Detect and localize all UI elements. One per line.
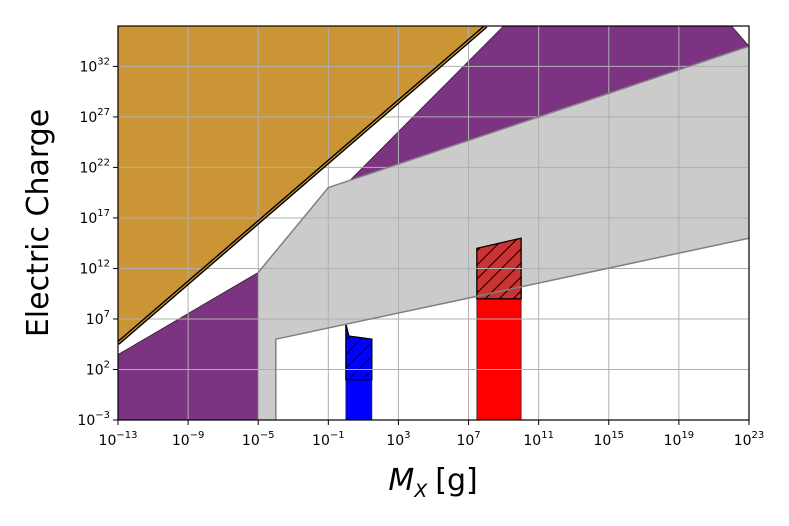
x-tick-label-1: 10−9: [172, 430, 205, 449]
y-axis-label: Electric Charge: [21, 109, 56, 337]
y-tick-label-4: 1017: [79, 208, 110, 227]
x-axis-subscript: X: [413, 480, 428, 502]
y-tick-label-7: 1032: [79, 56, 110, 75]
y-tick-label-5: 1022: [79, 157, 110, 176]
x-tick-label-6: 1011: [523, 430, 554, 449]
x-tick-label-4: 103: [386, 430, 410, 449]
y-tick-label-0: 10−3: [77, 410, 110, 429]
x-tick-label-0: 10−13: [99, 430, 138, 449]
x-axis-symbol: M: [388, 463, 414, 498]
lines-layer: [118, 26, 749, 420]
grid-layer: [118, 26, 749, 420]
x-tick-label-9: 1023: [734, 430, 765, 449]
ticks-layer: 10−13 10−9 10−5 10−1 103 107 1011 1015 1019 1023 1…: [77, 56, 764, 449]
x-tick-label-3: 10−1: [312, 430, 345, 449]
y-tick-label-3: 1012: [79, 258, 110, 277]
x-axis-unit: [g]: [435, 463, 477, 498]
x-axis-label: MX [g]: [388, 463, 477, 502]
x-tick-label-8: 1019: [664, 430, 695, 449]
x-tick-label-7: 1015: [593, 430, 624, 449]
tan-inner-line: [118, 26, 487, 344]
y-tick-label-6: 1027: [79, 107, 110, 126]
x-tick-label-2: 10−5: [242, 430, 275, 449]
gray-lower-line: [275, 237, 749, 420]
y-tick-label-1: 102: [86, 359, 110, 378]
blue-hatched-box-hatching: [345, 324, 373, 381]
plot-frame: [117, 25, 750, 421]
y-tick-label-2: 107: [86, 309, 110, 328]
gray-upper-line: [257, 45, 749, 273]
x-tick-label-5: 107: [456, 430, 480, 449]
